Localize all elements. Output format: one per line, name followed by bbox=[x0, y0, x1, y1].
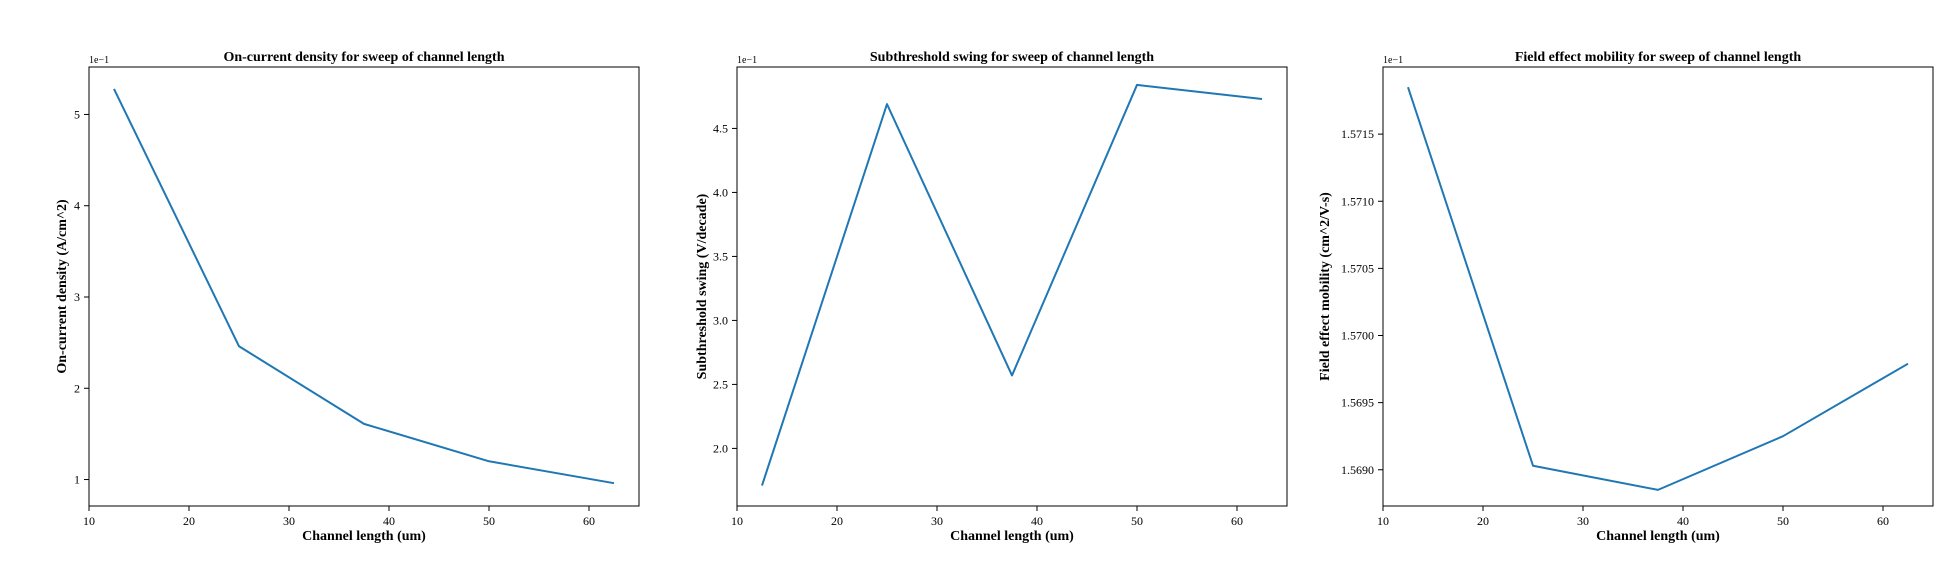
chart-on-current-density: On-current density for sweep of channel … bbox=[55, 50, 640, 544]
y-tick-label: 1.5710 bbox=[1341, 194, 1374, 208]
y-tick-label: 1.5700 bbox=[1341, 329, 1374, 343]
y-ticks: 2.0 2.5 3.0 3.5 4.0 4.5 bbox=[713, 121, 737, 455]
y-axis-label: Field effect mobility (cm^2/V-s) bbox=[1318, 192, 1333, 381]
y-tick-label: 1.5705 bbox=[1341, 261, 1374, 275]
y-ticks: 1.5690 1.5695 1.5700 1.5705 1.5710 1.5715 bbox=[1341, 127, 1383, 477]
x-ticks: 10 20 30 40 50 60 bbox=[731, 506, 1243, 528]
x-tick-label: 60 bbox=[583, 514, 595, 528]
y-tick-label: 4.5 bbox=[713, 121, 728, 135]
chart-title: Subthreshold swing for sweep of channel … bbox=[870, 50, 1154, 65]
x-tick-label: 50 bbox=[483, 514, 495, 528]
y-tick-label: 1.5715 bbox=[1341, 127, 1374, 141]
y-offset-label: 1e−1 bbox=[737, 55, 757, 66]
y-tick-label: 4 bbox=[74, 199, 80, 213]
x-tick-label: 10 bbox=[1377, 514, 1389, 528]
x-tick-label: 30 bbox=[931, 514, 943, 528]
y-tick-label: 3.0 bbox=[713, 313, 728, 327]
chart-field-effect-mobility: Field effect mobility for sweep of chann… bbox=[1318, 50, 1934, 544]
y-tick-label: 3 bbox=[74, 290, 80, 304]
x-tick-label: 40 bbox=[1031, 514, 1043, 528]
x-ticks: 10 20 30 40 50 60 bbox=[83, 506, 595, 528]
y-tick-label: 3.5 bbox=[713, 249, 728, 263]
x-tick-label: 10 bbox=[731, 514, 743, 528]
series-line bbox=[1407, 86, 1909, 491]
x-ticks: 10 20 30 40 50 60 bbox=[1377, 506, 1889, 528]
x-axis-label: Channel length (um) bbox=[302, 529, 426, 544]
y-tick-label: 1.5695 bbox=[1341, 396, 1374, 410]
y-tick-label: 2.5 bbox=[713, 377, 728, 391]
y-axis-label: On-current density (A/cm^2) bbox=[55, 199, 70, 374]
x-tick-label: 20 bbox=[831, 514, 843, 528]
plot-area-frame bbox=[736, 66, 1288, 507]
y-axis-label: Subthreshold swing (V/decade) bbox=[695, 193, 710, 379]
x-axis-label: Channel length (um) bbox=[1596, 529, 1720, 544]
x-tick-label: 20 bbox=[183, 514, 195, 528]
x-tick-label: 40 bbox=[1677, 514, 1689, 528]
y-tick-label: 1 bbox=[74, 473, 80, 487]
y-ticks: 1 2 3 4 5 bbox=[74, 107, 89, 487]
y-tick-label: 2.0 bbox=[713, 441, 728, 455]
plot-area-frame bbox=[88, 66, 640, 507]
y-tick-label: 5 bbox=[74, 107, 80, 121]
y-tick-label: 4.0 bbox=[713, 185, 728, 199]
y-tick-label: 2 bbox=[74, 381, 80, 395]
x-tick-label: 30 bbox=[283, 514, 295, 528]
series-line bbox=[761, 83, 1263, 486]
x-tick-label: 60 bbox=[1231, 514, 1243, 528]
x-tick-label: 10 bbox=[83, 514, 95, 528]
chart-title: Field effect mobility for sweep of chann… bbox=[1515, 50, 1802, 65]
x-tick-label: 20 bbox=[1477, 514, 1489, 528]
series-layer bbox=[113, 88, 615, 485]
chart-subthreshold-swing: Subthreshold swing for sweep of channel … bbox=[695, 50, 1288, 544]
y-tick-label: 1.5690 bbox=[1341, 463, 1374, 477]
x-tick-label: 30 bbox=[1577, 514, 1589, 528]
x-tick-label: 50 bbox=[1131, 514, 1143, 528]
series-line bbox=[113, 88, 615, 485]
x-tick-label: 60 bbox=[1877, 514, 1889, 528]
series-layer bbox=[761, 83, 1263, 486]
chart-title: On-current density for sweep of channel … bbox=[223, 50, 504, 65]
y-offset-label: 1e−1 bbox=[89, 55, 109, 66]
x-axis-label: Channel length (um) bbox=[950, 529, 1074, 544]
plot-area-frame bbox=[1382, 66, 1934, 507]
x-tick-label: 40 bbox=[383, 514, 395, 528]
x-tick-label: 50 bbox=[1777, 514, 1789, 528]
series-layer bbox=[1407, 86, 1909, 491]
y-offset-label: 1e−1 bbox=[1383, 55, 1403, 66]
